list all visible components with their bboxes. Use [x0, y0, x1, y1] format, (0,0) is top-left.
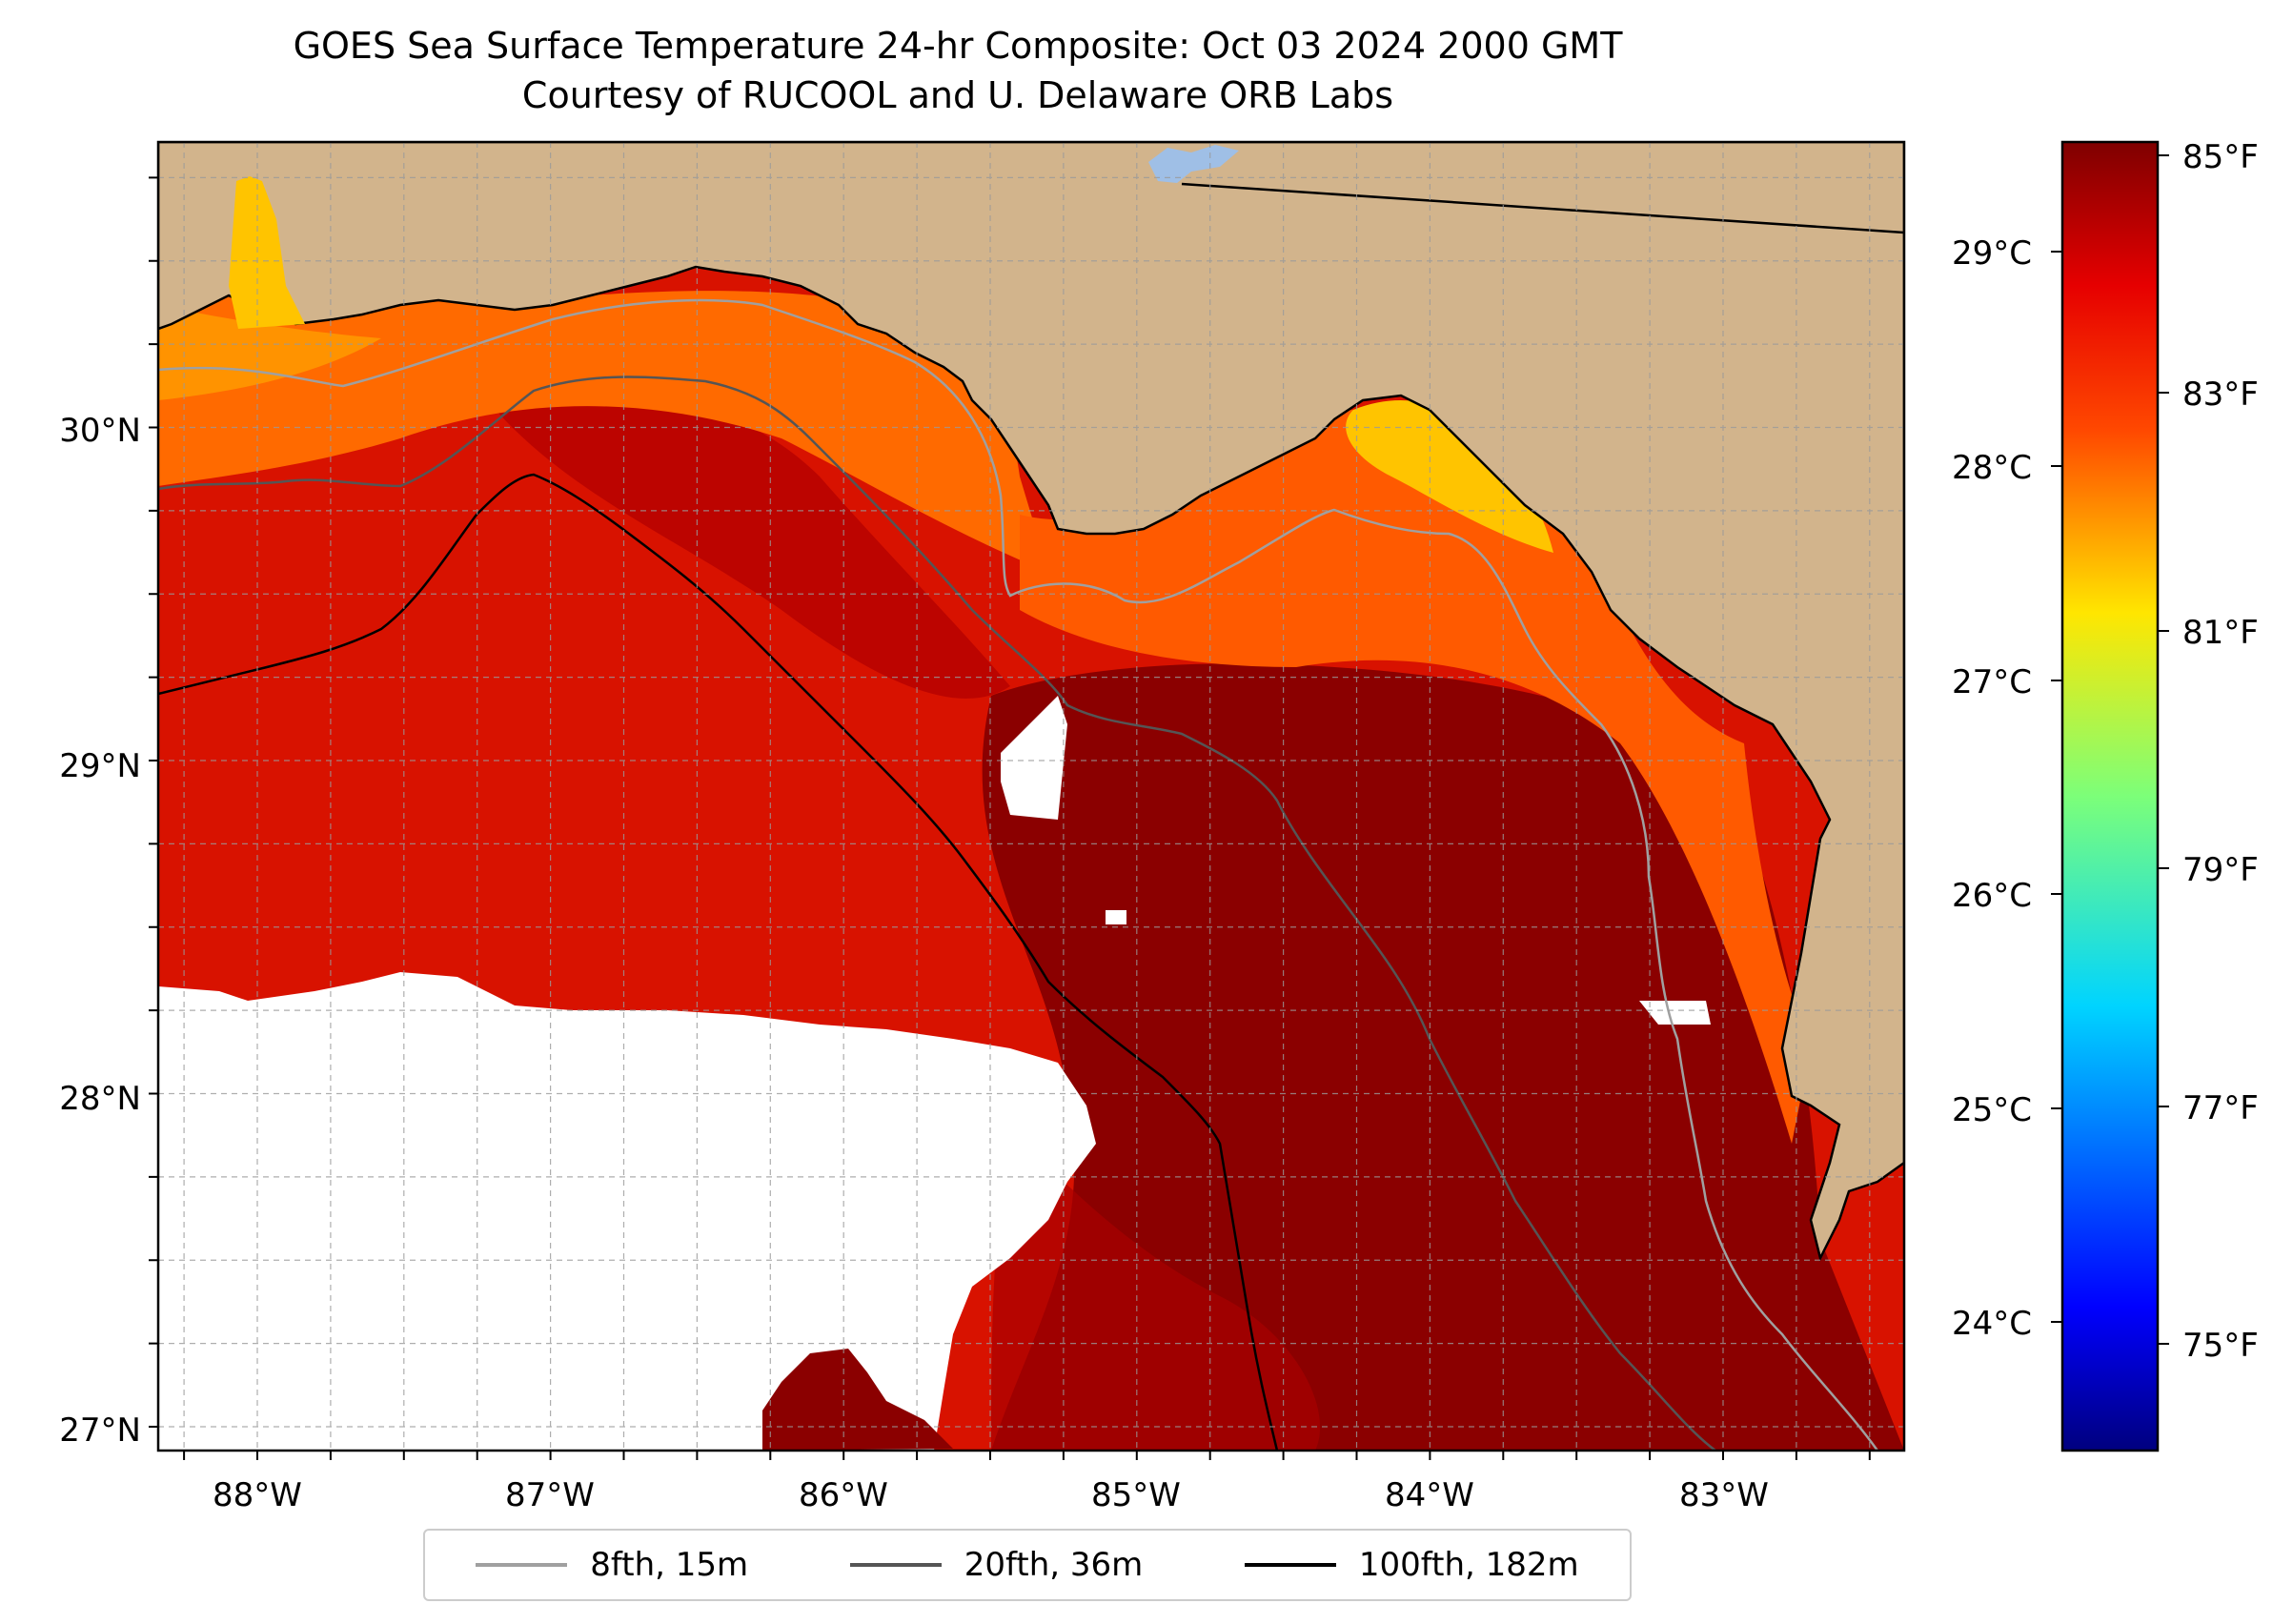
fahrenheit-tick-label: 79°F: [2182, 851, 2259, 889]
legend-item-8fth: 8fth, 15m: [476, 1546, 748, 1584]
axis-ticks: [149, 176, 1871, 1460]
lon-tick-label: 87°W: [505, 1476, 595, 1514]
no-data-speck: [1106, 910, 1126, 924]
lat-tick-label: 28°N: [59, 1080, 141, 1118]
no-data-blob-south-red: [762, 1349, 953, 1451]
title-block: GOES Sea Surface Temperature 24-hr Compo…: [0, 21, 1916, 120]
lon-tick-label: 84°W: [1385, 1476, 1474, 1514]
legend-label: 8fth, 15m: [590, 1546, 749, 1584]
lon-tick-label: 88°W: [213, 1476, 302, 1514]
fahrenheit-tick-label: 77°F: [2182, 1089, 2259, 1127]
fahrenheit-tick-label: 85°F: [2182, 138, 2259, 176]
lon-tick-label: 83°W: [1679, 1476, 1769, 1514]
sea-surface-hot-south: [991, 1125, 1321, 1451]
lon-tick-label: 85°W: [1091, 1476, 1181, 1514]
lake-seminole: [1148, 145, 1239, 183]
lat-tick-label: 30°N: [59, 412, 141, 450]
sea-surface-apalachee-yellow: [1346, 400, 1553, 553]
sea-surface-hot: [982, 663, 1904, 1451]
lat-tick-label: 29°N: [59, 747, 141, 785]
legend-swatch: [476, 1563, 568, 1567]
isobath-8fth-15m: [158, 298, 1879, 1451]
map-title: GOES Sea Surface Temperature 24-hr Compo…: [293, 25, 1623, 67]
map-area: [158, 142, 1904, 1451]
celsius-tick-label: 24°C: [1952, 1305, 2032, 1343]
map-frame: [156, 140, 1906, 1452]
fahrenheit-tick-label: 75°F: [2182, 1327, 2259, 1365]
isobath-legend: 8fth, 15m 20fth, 36m 100fth, 182m: [423, 1529, 1632, 1601]
latitude-labels: 30°N 29°N 28°N 27°N: [59, 412, 141, 1450]
celsius-tick-label: 29°C: [1952, 234, 2032, 273]
no-data-region-south: [158, 972, 1096, 1451]
no-data-patch-east: [1639, 1001, 1711, 1025]
legend-label: 20fth, 36m: [964, 1546, 1144, 1584]
longitude-labels: 88°W 87°W 86°W 85°W 84°W 83°W: [213, 1476, 1769, 1514]
sea-surface-shelf-east: [1020, 407, 1811, 1144]
gridlines: [158, 142, 1904, 1451]
isobath-20fth-36m: [158, 376, 1716, 1451]
colorbar-gradient: [2060, 140, 2160, 1452]
state-boundary-line: [1181, 182, 1904, 234]
colorbar-ticks: [2051, 154, 2169, 1345]
lat-tick-label: 27°N: [59, 1411, 141, 1450]
fahrenheit-tick-label: 81°F: [2182, 614, 2259, 652]
celsius-tick-label: 26°C: [1952, 877, 2032, 915]
legend-swatch: [849, 1563, 942, 1567]
legend-item-100fth: 100fth, 182m: [1244, 1546, 1579, 1584]
legend-item-20fth: 20fth, 36m: [849, 1546, 1144, 1584]
legend-swatch: [1244, 1563, 1336, 1567]
celsius-tick-label: 27°C: [1952, 663, 2032, 701]
land-north-coast: [158, 142, 1904, 1262]
lon-tick-label: 86°W: [799, 1476, 888, 1514]
celsius-tick-label: 28°C: [1952, 449, 2032, 487]
colorbar: 29°C 28°C 27°C 26°C 25°C 24°C 85°F 83°F …: [1952, 138, 2259, 1452]
mobile-bay-water: [229, 176, 305, 329]
isobath-100fth-182m: [158, 473, 1279, 1451]
map-subtitle: Courtesy of RUCOOL and U. Delaware ORB L…: [521, 74, 1394, 116]
sea-surface-shelf-orange: [158, 286, 1048, 572]
celsius-tick-label: 25°C: [1952, 1091, 2032, 1129]
no-data-patch-central: [1001, 696, 1067, 820]
legend-label: 100fth, 182m: [1358, 1546, 1579, 1584]
fahrenheit-tick-label: 83°F: [2182, 376, 2259, 414]
sea-surface-shelf-west-glow: [158, 305, 381, 400]
